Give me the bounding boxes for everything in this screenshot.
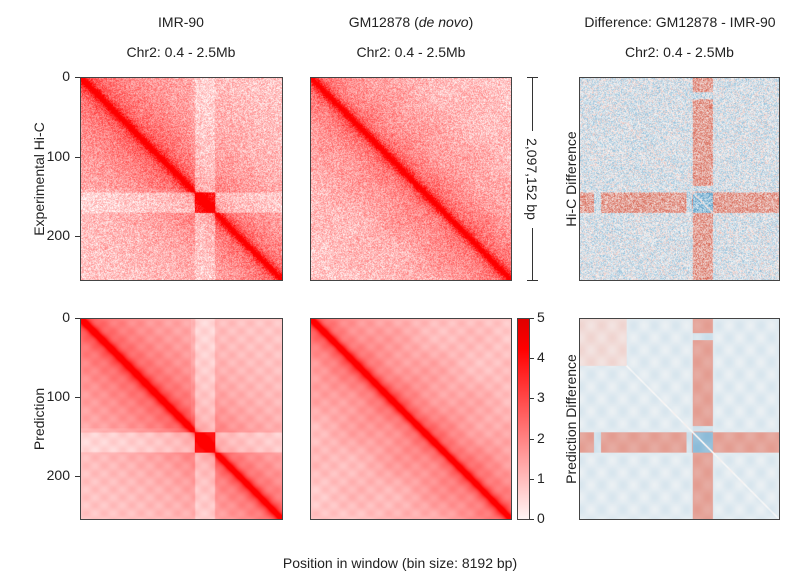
colorbar-tick-label-4: 4: [537, 349, 545, 366]
col-title-gm12878-suffix: ): [468, 14, 474, 30]
y-bottom-tick-mark-200: [75, 475, 80, 477]
scale-bar-label: 2,097,152 bp: [524, 138, 540, 220]
colorbar-tick-label-5: 5: [537, 309, 545, 325]
row-label-hic-difference: Hi-C Difference: [563, 131, 579, 227]
col-subtitle-imr90: Chr2: 0.4 - 2.5Mb: [126, 44, 236, 60]
heatmap-imr90-experimental: [80, 77, 283, 281]
colorbar-tick-label-3: 3: [537, 389, 545, 406]
scale-bar-line-top: [532, 77, 533, 131]
colorbar-tick-mark-0: [530, 519, 534, 520]
colorbar-tick-mark-4: [530, 358, 534, 360]
colorbar-tick-mark-5: [530, 318, 534, 319]
y-top-tick-label-100: 100: [46, 147, 70, 164]
col-subtitle-difference: Chr2: 0.4 - 2.5Mb: [625, 44, 734, 60]
heatmap-gm12878-prediction: [310, 318, 512, 520]
col-title-difference: Difference: GM12878 - IMR-90: [584, 14, 776, 30]
scale-bar-line-bottom: [532, 228, 533, 281]
y-top-tick-label-0: 0: [62, 68, 70, 84]
colorbar-tick-mark-1: [530, 478, 534, 480]
colorbar-gradient: [518, 319, 529, 519]
scale-bar-bottom-cap: [527, 280, 538, 281]
colorbar-tick-label-0: 0: [537, 510, 545, 526]
y-bottom-tick-label-0: 0: [62, 309, 70, 325]
y-top-tick-mark-200: [75, 236, 80, 238]
heatmap-canvas: [81, 78, 282, 280]
y-top-tick-mark-0: [75, 77, 80, 78]
heatmap-canvas: [580, 78, 779, 280]
colorbar-tick-mark-3: [530, 398, 534, 400]
colorbar-tick-label-2: 2: [537, 429, 545, 446]
heatmap-imr90-prediction: [80, 318, 283, 520]
y-bottom-tick-mark-0: [75, 318, 80, 319]
heatmap-canvas: [81, 319, 282, 519]
heatmap-canvas: [311, 78, 511, 280]
y-top-tick-label-200: 200: [46, 227, 70, 244]
heatmap-canvas: [580, 319, 779, 519]
y-bottom-tick-mark-100: [75, 396, 80, 398]
heatmap-canvas: [311, 319, 511, 519]
heatmap-gm12878-experimental: [310, 77, 512, 281]
y-bottom-tick-label-200: 200: [46, 466, 70, 483]
y-top-tick-mark-100: [75, 156, 80, 158]
col-title-gm12878-italic: de novo: [418, 14, 469, 30]
col-title-gm12878-prefix: GM12878 (: [348, 14, 419, 30]
heatmap-prediction-difference: [579, 318, 780, 520]
col-title-gm12878: GM12878 (de novo): [290, 14, 532, 30]
heatmap-hic-difference: [579, 77, 780, 281]
y-bottom-tick-label-100: 100: [46, 387, 70, 404]
colorbar: [517, 318, 530, 520]
colorbar-tick-mark-2: [530, 438, 534, 440]
colorbar-tick-label-1: 1: [537, 469, 545, 486]
col-subtitle-gm12878: Chr2: 0.4 - 2.5Mb: [356, 44, 466, 60]
col-title-imr90: IMR-90: [158, 14, 204, 30]
row-label-prediction-difference: Prediction Difference: [563, 354, 579, 484]
x-axis-label: Position in window (bin size: 8192 bp): [282, 555, 518, 571]
